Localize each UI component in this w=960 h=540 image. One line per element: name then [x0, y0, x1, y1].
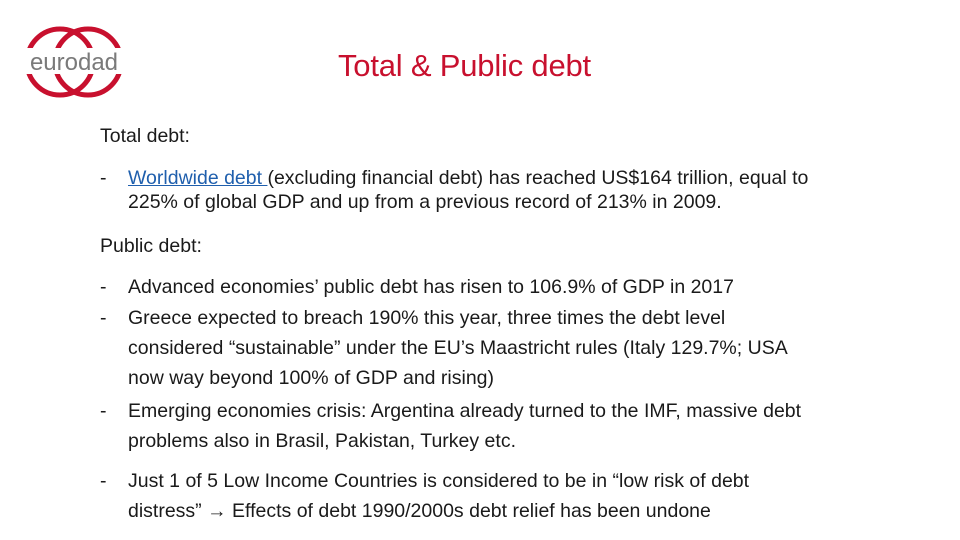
- bullet-line: 225% of global GDP and up from a previou…: [128, 191, 722, 213]
- right-arrow-icon: →: [207, 500, 227, 522]
- bullet-text: Advanced economies’ public debt has rise…: [128, 275, 918, 299]
- bullet-line: Emerging economies crisis: Argentina alr…: [128, 400, 802, 422]
- bullet-dash: -: [100, 307, 107, 329]
- bullet-dash: -: [100, 276, 107, 298]
- public-debt-heading: Public debt:: [100, 235, 202, 257]
- bullet-line-rest: (excluding financial debt) has reached U…: [267, 167, 809, 189]
- bullet-dash: -: [100, 400, 107, 422]
- bullet-line-end: Effects of debt 1990/2000s debt relief h…: [226, 500, 711, 522]
- bullet-text: Worldwide debt (excluding financial debt…: [128, 166, 918, 214]
- bullet-line: now way beyond 100% of GDP and rising): [128, 367, 495, 389]
- bullet-line: Advanced economies’ public debt has rise…: [128, 276, 734, 298]
- bullet-line: Greece expected to breach 190% this year…: [128, 307, 726, 329]
- bullet-line: Worldwide debt (excluding financial debt…: [128, 166, 918, 190]
- worldwide-debt-link[interactable]: Worldwide debt: [128, 167, 268, 189]
- bullet-line: problems also in Brasil, Pakistan, Turke…: [128, 430, 516, 452]
- bullet-line: Just 1 of 5 Low Income Countries is cons…: [128, 470, 750, 492]
- bullet-text: Emerging economies crisis: Argentina alr…: [128, 399, 918, 453]
- eurodad-logo-mark: eurodad: [20, 26, 128, 98]
- slide-title: Total & Public debt: [338, 48, 591, 83]
- total-debt-heading: Total debt:: [100, 125, 190, 147]
- bullet-dash: -: [100, 470, 107, 492]
- bullet-text: Just 1 of 5 Low Income Countries is cons…: [128, 469, 918, 523]
- logo-text: eurodad: [30, 49, 118, 76]
- bullet-text: Greece expected to breach 190% this year…: [128, 306, 918, 390]
- eurodad-logo: eurodad: [18, 18, 130, 106]
- bullet-line-start: distress”: [128, 500, 208, 522]
- bullet-line: considered “sustainable” under the EU’s …: [128, 337, 788, 359]
- bullet-line: distress” → Effects of debt 1990/2000s d…: [128, 499, 918, 523]
- bullet-dash: -: [100, 167, 107, 189]
